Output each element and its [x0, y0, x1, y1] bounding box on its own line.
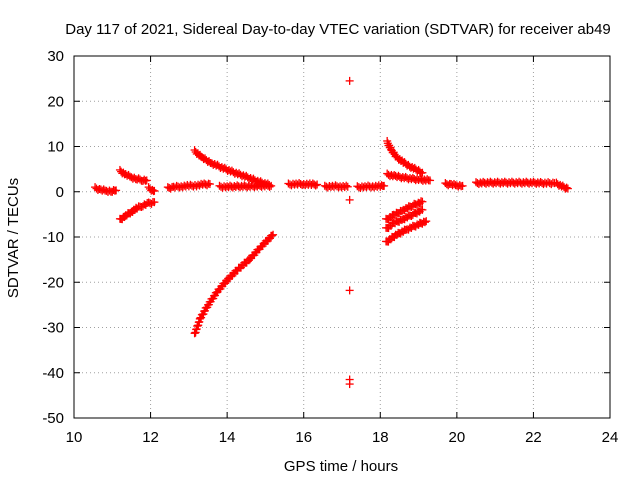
data-point: [263, 179, 272, 188]
series: [144, 183, 159, 196]
y-tick-label: 0: [56, 184, 64, 201]
series: [382, 217, 431, 246]
data-point: [269, 230, 278, 239]
series: [441, 179, 467, 191]
data-point: [426, 176, 435, 185]
data-point: [148, 185, 157, 194]
data-point: [311, 181, 320, 190]
data-point: [418, 205, 427, 214]
series: [284, 179, 322, 190]
x-tick-label: 24: [602, 429, 619, 446]
data-point: [205, 180, 214, 189]
data-point: [563, 184, 572, 193]
data-point: [342, 181, 351, 190]
data-point: [313, 180, 322, 189]
data-point: [458, 181, 467, 190]
y-tick-label: 30: [47, 48, 64, 65]
data-point: [420, 218, 429, 227]
series: [115, 165, 151, 185]
data-point: [150, 198, 159, 207]
series: [190, 146, 274, 189]
data-point: [422, 217, 431, 226]
x-tick-label: 14: [219, 429, 236, 446]
series: [345, 76, 354, 389]
x-tick-label: 18: [372, 429, 389, 446]
data-point: [345, 195, 354, 204]
data-point: [112, 186, 121, 195]
series: [382, 205, 427, 233]
data-point: [345, 76, 354, 85]
x-tick-label: 12: [142, 429, 159, 446]
plot-border: [73, 55, 611, 419]
x-tick-label: 16: [295, 429, 312, 446]
series: [163, 179, 214, 193]
y-tick-label: -20: [42, 274, 64, 291]
grid-lines: [74, 56, 610, 418]
series: [383, 136, 427, 178]
data-point: [150, 186, 159, 195]
x-tick-label: 20: [449, 429, 466, 446]
y-axis-label: SDTVAR / TECUs: [5, 178, 22, 298]
y-tick-label: -10: [42, 229, 64, 246]
y-tick-label: -30: [42, 320, 64, 337]
series: [115, 197, 159, 224]
series: [383, 169, 435, 185]
data-point: [345, 286, 354, 295]
y-tick-label: -50: [42, 410, 64, 427]
data-point: [418, 197, 427, 206]
data-point: [418, 168, 427, 177]
data-point: [343, 182, 352, 191]
y-tick-label: -40: [42, 365, 64, 382]
series: [382, 197, 427, 224]
series: [472, 177, 559, 189]
series: [320, 181, 352, 192]
data-points: [91, 76, 572, 389]
series: [552, 178, 572, 193]
series: [190, 230, 278, 338]
chart-title: Day 117 of 2021, Sidereal Day-to-day VTE…: [65, 21, 611, 38]
data-point: [268, 231, 277, 240]
data-point: [265, 180, 274, 189]
axes: 10 12 14 16 18 20 22 24 30 20 10 0 -10 -20 -30 -40 -50: [42, 48, 618, 446]
data-point: [562, 183, 571, 192]
y-tick-label: 20: [47, 93, 64, 110]
x-tick-label: 22: [525, 429, 542, 446]
x-axis-label: GPS time / hours: [284, 458, 398, 475]
data-point: [380, 181, 389, 190]
series: [353, 181, 389, 193]
data-point: [345, 380, 354, 389]
y-tick-label: 10: [47, 139, 64, 156]
data-point: [142, 176, 151, 185]
x-tick-label: 10: [66, 429, 83, 446]
series: [91, 183, 121, 196]
